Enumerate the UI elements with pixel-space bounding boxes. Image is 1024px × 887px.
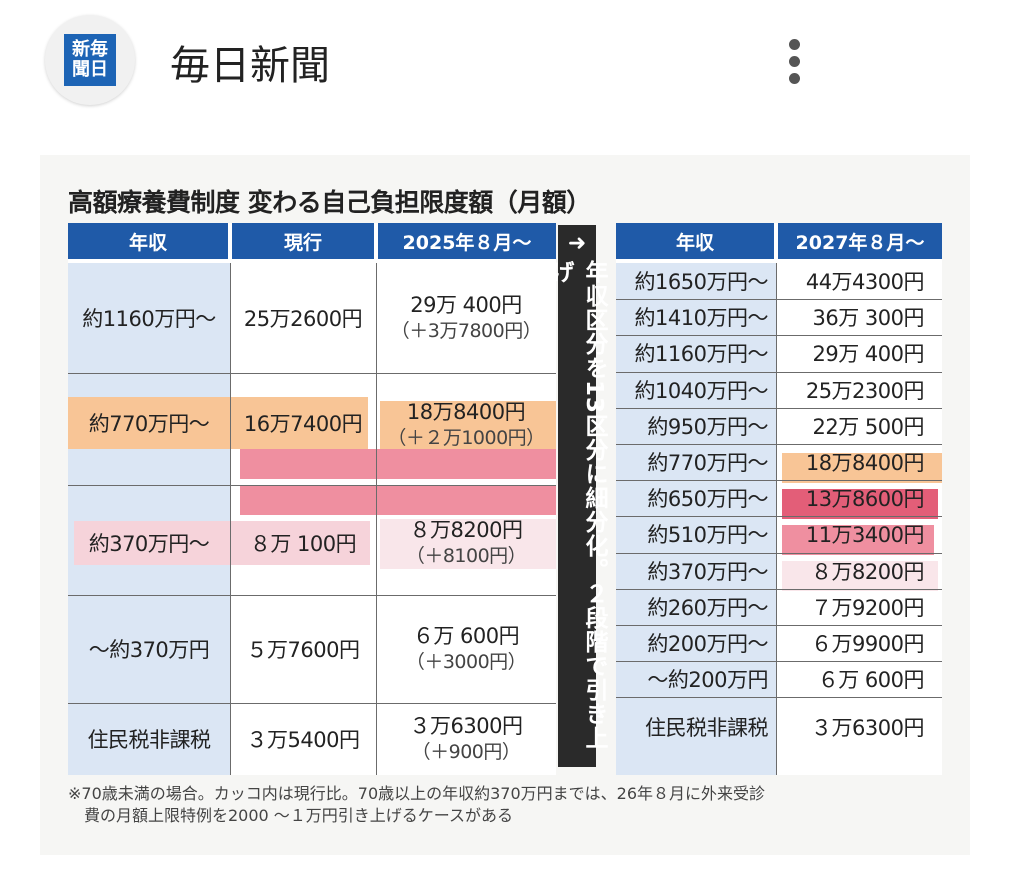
left-row-1-current: 25万2600円: [243, 307, 363, 331]
right-row-income: 約260万円～: [647, 595, 768, 620]
right-row-amount: 13万8600円: [805, 487, 925, 512]
right-row-income: 約1160万円～: [634, 342, 769, 367]
left-row-4-current: ５万7600円: [246, 638, 360, 662]
left-row-2-diff: （＋２万1000円）: [387, 427, 545, 449]
left-row-2-new-value: 18万8400円: [406, 400, 526, 424]
right-row-income: 約1040万円～: [634, 378, 769, 403]
right-row-amount: ６万9900円: [811, 632, 924, 657]
footnote: ※70歳未満の場合。カッコ内は現行比。70歳以上の年収約370万円までは、26年…: [68, 783, 948, 827]
left-row-1-income: 約1160万円～: [82, 307, 216, 331]
left-row-3-current: ８万 100円: [249, 532, 357, 556]
infographic-image: 高額療養費制度 変わる自己負担限度額（月額） 年収 現行 2025年８月～ 約1…: [40, 155, 970, 855]
left-row-1-new-value: 29万 400円: [410, 293, 522, 317]
right-row-amount: 18万8400円: [805, 451, 925, 476]
left-row-3-new: ８万8200円 （＋8100円）: [376, 513, 556, 573]
figure-title: 高額療養費制度 変わる自己負担限度額（月額）: [68, 188, 591, 217]
right-row-amount: 36万 300円: [812, 306, 925, 331]
footnote-line-1: ※70歳未満の場合。カッコ内は現行比。70歳以上の年収約370万円までは、26年…: [68, 784, 766, 803]
left-header-income: 年収: [68, 223, 228, 259]
right-row-amount: ６万 600円: [817, 668, 925, 693]
right-row-amount: 25万2300円: [805, 378, 925, 403]
logo-text-bottom: 聞日: [72, 59, 108, 80]
article-header: 新毎 聞日 毎日新聞: [0, 0, 1024, 130]
left-row-4-diff: （＋3000円）: [405, 651, 527, 673]
right-row-amount: 29万 400円: [812, 342, 925, 367]
right-row-amount: ８万8200円: [811, 559, 924, 584]
right-row-amount: ３万6300円: [811, 716, 924, 741]
footnote-line-2: 費の月額上限特例を2000 ～１万円引き上げるケースがある: [84, 806, 514, 825]
right-row-income: 住民税非課税: [645, 716, 769, 741]
right-row-income: 約1650万円～: [634, 270, 769, 295]
left-row-5-new-value: ３万6300円: [409, 714, 523, 738]
left-table: 年収 現行 2025年８月～ 約1160万円～ 25万2600円 29万 400…: [68, 223, 556, 775]
vertical-ellipsis-icon[interactable]: [780, 35, 808, 89]
right-row-income: 約1410万円～: [634, 306, 769, 331]
left-row-1-new: 29万 400円 （＋3万7800円）: [376, 263, 556, 373]
right-header-income: 年収: [616, 223, 774, 259]
right-row-income: 約770万円～: [647, 451, 768, 476]
left-row-2-current: 16万7400円: [243, 412, 363, 436]
left-row-5-new: ３万6300円 （＋900円）: [376, 703, 556, 775]
right-header-2027: 2027年８月～: [778, 223, 942, 259]
right-row-income: 約950万円～: [647, 414, 768, 439]
left-row-5-income: 住民税非課税: [87, 728, 212, 752]
left-row-3-income: 約370万円～: [88, 532, 210, 556]
right-row-income: 約200万円～: [647, 632, 768, 657]
right-row-amount: ７万9200円: [811, 595, 924, 620]
mainichi-logo-icon: 新毎 聞日: [64, 34, 116, 86]
left-row-2-income: 約770万円～: [88, 412, 210, 436]
publisher-avatar[interactable]: 新毎 聞日: [45, 15, 135, 105]
subdivision-banner-text: 年収区分を13区分に細分化。２段階で引き上げ: [547, 260, 607, 751]
right-row-income: ～約200万円: [647, 668, 768, 693]
left-row-4-new-value: ６万 600円: [412, 624, 520, 648]
left-row-2-new: 18万8400円 （＋２万1000円）: [376, 395, 556, 455]
subdivision-banner: ➜ 年収区分を13区分に細分化。２段階で引き上げ: [547, 225, 607, 767]
left-row-3-new-value: ８万8200円: [409, 518, 523, 542]
right-row-amount: 22万 500円: [812, 414, 925, 439]
left-header-current: 現行: [232, 223, 374, 259]
left-row-4-new: ６万 600円 （＋3000円）: [376, 595, 556, 703]
logo-text-top: 新毎: [72, 39, 108, 60]
left-row-5-current: ３万5400円: [246, 728, 360, 752]
publisher-name[interactable]: 毎日新聞: [170, 43, 330, 89]
right-table: 年収 2027年８月～ 約1650万円～ 44万4300円約1410万円～ 36万 …: [616, 223, 942, 775]
right-row-amount: 11万3400円: [805, 523, 925, 548]
left-row-4-income: ～約370万円: [88, 638, 210, 662]
right-arrow-icon: ➜: [567, 231, 587, 256]
right-row-amount: 44万4300円: [805, 270, 925, 295]
left-row-1-diff: （＋3万7800円）: [390, 320, 542, 342]
left-row-3-diff: （＋8100円）: [405, 545, 527, 567]
right-row-income: 約370万円～: [647, 559, 768, 584]
right-row-income: 約510万円～: [647, 523, 768, 548]
left-header-2025: 2025年８月～: [378, 223, 556, 259]
right-row-income: 約650万円～: [647, 487, 768, 512]
left-row-5-diff: （＋900円）: [411, 741, 521, 763]
